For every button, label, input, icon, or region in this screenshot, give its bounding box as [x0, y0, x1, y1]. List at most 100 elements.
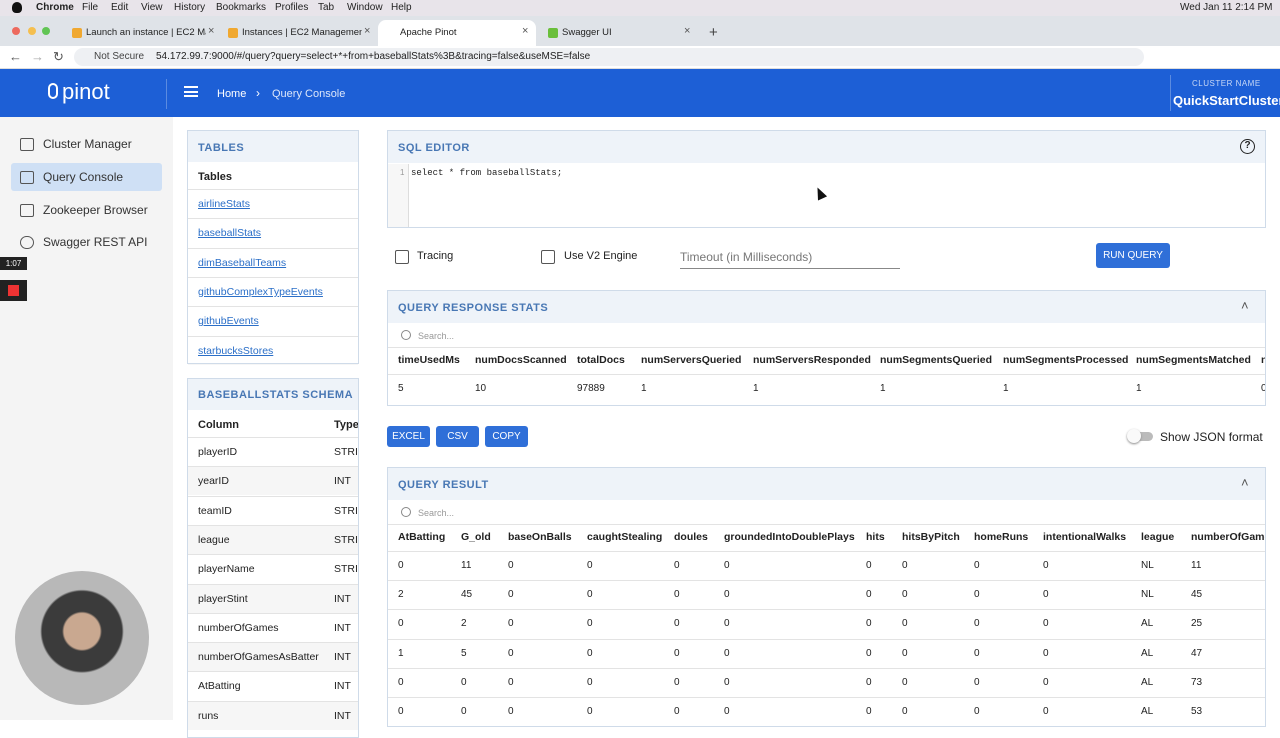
result-cell: 0 — [974, 676, 980, 688]
schema-panel: BASEBALLSTATS SCHEMA Column Type playerID ST… — [187, 378, 359, 738]
collapse[interactable]: ˄ — [1241, 298, 1249, 313]
tab-icon — [548, 28, 558, 38]
result-cell: 0 — [866, 676, 872, 688]
result-cell: 73 — [1191, 676, 1203, 688]
menu-item[interactable]: Bookmarks — [216, 2, 267, 13]
row-line — [188, 642, 358, 644]
window-controls[interactable] — [28, 27, 36, 35]
nav-icon — [20, 204, 34, 217]
divider — [1170, 75, 1171, 111]
table-link[interactable]: airlineStats — [198, 198, 250, 210]
result-cell: 53 — [1191, 706, 1203, 717]
row-line — [188, 495, 358, 497]
apple-icon[interactable] — [12, 2, 22, 13]
window-controls[interactable] — [42, 27, 50, 35]
tab[interactable]: Launch an instance | EC2 Mana× — [64, 20, 222, 46]
breadcrumb[interactable]: Home — [217, 88, 247, 100]
row-line — [388, 609, 1265, 611]
table-link[interactable]: starbucksStores — [198, 344, 274, 357]
result-cell: 0 — [398, 560, 404, 571]
menu-item[interactable]: History — [174, 2, 206, 13]
row-line — [188, 583, 358, 585]
menu-toggle[interactable] — [184, 86, 198, 97]
result-cell: 0 — [724, 560, 730, 571]
schema-type: INT — [334, 592, 351, 605]
result-cell: 0 — [724, 676, 730, 688]
result-cell: 0 — [461, 706, 467, 717]
result-header: groundedIntoDoublePlays — [724, 531, 855, 543]
help-icon[interactable]: ? — [1240, 139, 1255, 154]
collapse[interactable]: ˄ — [1241, 475, 1249, 490]
security: Not Secure — [94, 51, 145, 62]
table-link[interactable]: dimBaseballTeams — [198, 256, 287, 269]
nav-item[interactable]: Zookeeper Browser — [43, 203, 148, 217]
nav-forward[interactable]: → — [31, 49, 44, 64]
schema-column: AtBatting — [198, 680, 241, 693]
menu-item[interactable]: Profiles — [275, 2, 309, 13]
nav-item[interactable]: Cluster Manager — [43, 137, 132, 151]
tab[interactable]: Swagger UI × — [540, 20, 698, 46]
menu-item[interactable]: Help — [391, 2, 412, 13]
table-link[interactable]: githubEvents — [198, 315, 259, 328]
run-button[interactable]: RUN QUERY — [1096, 243, 1170, 268]
tab[interactable]: Apache Pinot × — [378, 20, 536, 46]
stats-header: numServersQueried — [641, 354, 742, 366]
cluster-label: CLUSTER NAME — [1192, 79, 1261, 88]
result-cell: 0 — [461, 676, 467, 688]
row-line — [188, 335, 358, 337]
result-cell: 0 — [1043, 589, 1049, 601]
stats-value: 1 — [880, 383, 886, 394]
checkbox[interactable] — [541, 250, 555, 264]
timeout-input[interactable]: Timeout (in Milliseconds) — [680, 250, 900, 269]
search[interactable]: Search... — [418, 508, 455, 518]
url: 54.172.99.7:9000/#/query?query=select+*+… — [156, 51, 591, 62]
omnibox[interactable]: Not Secure 54.172.99.7:9000/#/query?query… — [74, 48, 1144, 66]
result-cell: AL — [1141, 676, 1154, 688]
result-cell: 0 — [866, 618, 872, 630]
row-bg — [188, 525, 358, 554]
new-tab[interactable]: + — [709, 24, 718, 41]
result-header: G_old — [461, 531, 491, 543]
table-link[interactable]: baseballStats — [198, 227, 262, 240]
tab-close[interactable]: × — [684, 25, 691, 37]
menu-item[interactable]: View — [141, 2, 163, 13]
tab-close[interactable]: × — [364, 25, 371, 37]
tab-close[interactable]: × — [208, 25, 215, 37]
panel-title: BASEBALLSTATS SCHEMA — [198, 389, 354, 401]
search[interactable]: Search... — [418, 331, 455, 341]
menu-item[interactable]: Edit — [111, 2, 129, 13]
reload[interactable]: ↻ — [53, 49, 64, 64]
menu-item[interactable]: Window — [347, 2, 383, 13]
toggle-track[interactable] — [1131, 432, 1153, 441]
nav-icon — [20, 236, 34, 249]
export-button[interactable]: COPY — [485, 426, 528, 447]
nav-back[interactable]: ← — [9, 49, 22, 64]
panel-title-bg — [188, 379, 358, 410]
result-cell: 0 — [587, 618, 593, 630]
export-button[interactable]: CSV — [436, 426, 479, 447]
stats-value: 1 — [753, 383, 759, 394]
logo[interactable]: pinot — [62, 79, 110, 104]
window-controls[interactable] — [12, 27, 20, 35]
menu-item[interactable]: File — [82, 2, 99, 13]
nav-item[interactable]: Swagger REST API — [43, 235, 148, 249]
export-button[interactable]: EXCEL — [387, 426, 430, 447]
checkbox[interactable] — [395, 250, 409, 264]
menu-app[interactable]: Chrome — [36, 2, 74, 13]
toggle-knob — [1127, 429, 1141, 443]
tab[interactable]: Instances | EC2 Management C× — [220, 20, 378, 46]
rec-stop-dot — [8, 285, 19, 296]
stats-header: numSegmentsQueried — [880, 354, 993, 366]
table-link[interactable]: githubComplexTypeEvents — [198, 285, 323, 298]
schema-type: INT — [334, 709, 351, 722]
code[interactable]: select * from baseballStats; — [411, 168, 563, 178]
nav-item[interactable]: Query Console — [43, 170, 124, 184]
tab-close[interactable]: × — [522, 25, 529, 37]
cluster-name: QuickStartCluster — [1173, 93, 1280, 108]
menu-item[interactable]: Tab — [318, 2, 335, 13]
result-cell: 0 — [724, 618, 730, 630]
result-cell: 45 — [1191, 589, 1203, 601]
result-cell: 1 — [398, 647, 404, 659]
panel-title-bg — [388, 468, 1265, 500]
